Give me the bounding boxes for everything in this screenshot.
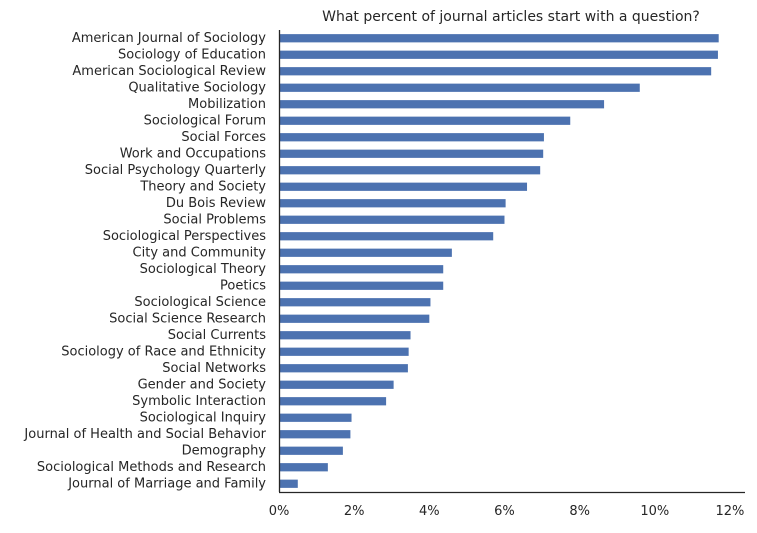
bar <box>279 149 544 158</box>
category-label: American Journal of Sociology <box>72 31 266 46</box>
bar <box>279 314 430 323</box>
bar <box>279 463 328 472</box>
bar <box>279 298 431 307</box>
category-label: Sociological Perspectives <box>103 229 266 244</box>
category-label: Demography <box>182 443 267 458</box>
x-tick-label: 10% <box>640 504 669 519</box>
category-label: Theory and Society <box>139 179 266 194</box>
bar <box>279 281 444 290</box>
bar <box>279 397 387 406</box>
bar <box>279 50 718 59</box>
category-label: Journal of Health and Social Behavior <box>23 427 266 442</box>
category-label: Social Psychology Quarterly <box>85 163 267 178</box>
category-label: Social Forces <box>181 130 266 145</box>
bar <box>279 133 544 142</box>
x-tick-label: 2% <box>344 504 365 519</box>
x-tick-label: 6% <box>494 504 515 519</box>
category-label: Social Currents <box>168 328 267 343</box>
bars-layer <box>279 34 719 488</box>
category-label: Du Bois Review <box>166 196 267 211</box>
bar <box>279 34 719 43</box>
category-label: Symbolic Interaction <box>132 394 266 409</box>
category-label: Qualitative Sociology <box>128 80 266 95</box>
bar <box>279 430 351 439</box>
x-axis-ticks: 0% 2% 4% 6% 8% 10% 12% <box>269 504 745 519</box>
category-label: Sociological Forum <box>144 113 266 128</box>
bar <box>279 248 452 257</box>
category-label: Sociological Theory <box>140 262 267 277</box>
category-label: Sociological Inquiry <box>140 410 267 425</box>
bar <box>279 182 528 191</box>
category-label: Social Networks <box>162 361 266 376</box>
category-label: Poetics <box>220 278 266 293</box>
category-label: City and Community <box>133 245 267 260</box>
bar <box>279 199 506 208</box>
category-label: American Sociological Review <box>72 64 266 79</box>
x-tick-label: 4% <box>419 504 440 519</box>
category-label: Mobilization <box>188 97 266 112</box>
bar <box>279 100 605 109</box>
x-tick-label: 12% <box>716 504 745 519</box>
category-label: Work and Occupations <box>120 146 267 161</box>
category-label: Journal of Marriage and Family <box>67 476 266 491</box>
x-tick-label: 0% <box>269 504 290 519</box>
category-label: Sociology of Education <box>118 47 266 62</box>
bar <box>279 166 541 175</box>
bar <box>279 446 343 455</box>
bar <box>279 116 571 125</box>
chart-title: What percent of journal articles start w… <box>322 9 700 25</box>
category-label: Social Problems <box>163 212 266 227</box>
category-label: Sociology of Race and Ethnicity <box>61 344 266 359</box>
category-label: Social Science Research <box>109 311 266 326</box>
bar <box>279 265 444 274</box>
bar <box>279 232 494 241</box>
bar <box>279 364 408 373</box>
category-label: Sociological Science <box>134 295 266 310</box>
category-label: Gender and Society <box>138 377 267 392</box>
x-tick-label: 8% <box>569 504 590 519</box>
bar <box>279 380 394 389</box>
bar <box>279 413 352 422</box>
bar <box>279 479 298 488</box>
bar <box>279 331 411 340</box>
bar <box>279 347 409 356</box>
bar <box>279 83 640 92</box>
bar <box>279 67 712 76</box>
category-label: Sociological Methods and Research <box>37 460 266 475</box>
bar <box>279 215 505 224</box>
